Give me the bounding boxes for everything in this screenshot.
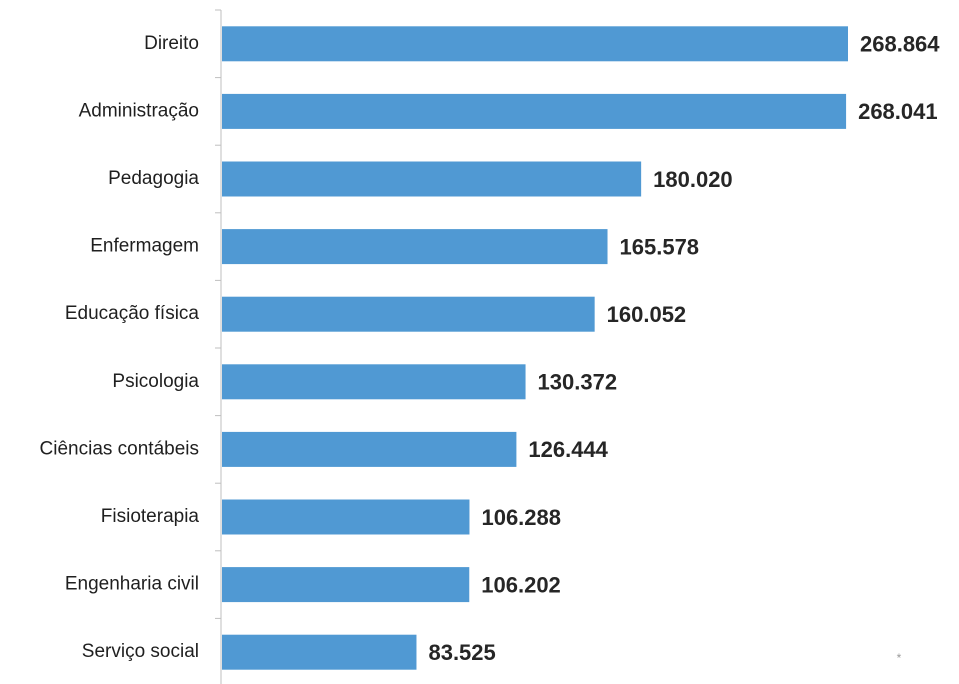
value-label: 106.288 — [481, 505, 561, 530]
value-label: 106.202 — [481, 572, 561, 597]
category-label: Ciências contábeis — [40, 438, 199, 459]
bar — [222, 364, 526, 400]
category-label: Educação física — [65, 303, 200, 324]
value-label: 268.864 — [860, 32, 940, 57]
bar — [222, 296, 595, 332]
value-label: 180.020 — [653, 167, 733, 192]
label-layer: Direito 268.864 Administração 268.041 Pedago… — [40, 32, 941, 665]
footnote-mark: * — [897, 651, 902, 665]
category-label: Administração — [79, 100, 199, 121]
category-label: Engenharia civil — [65, 574, 199, 595]
category-label: Fisioterapia — [101, 506, 200, 527]
axis-layer — [215, 9, 222, 684]
bar — [222, 634, 417, 670]
bar — [222, 567, 470, 603]
bar-layer — [222, 26, 848, 670]
value-label: 83.525 — [428, 640, 495, 665]
bar — [222, 431, 517, 467]
category-label: Enfermagem — [90, 236, 199, 257]
bar — [222, 499, 470, 535]
value-label: 160.052 — [607, 302, 687, 327]
bar — [222, 161, 642, 197]
value-label: 165.578 — [620, 234, 700, 259]
category-label: Psicologia — [112, 371, 199, 392]
category-label: Serviço social — [82, 641, 199, 662]
value-label: 268.041 — [858, 99, 938, 124]
category-label: Direito — [144, 33, 199, 54]
bar — [222, 93, 847, 129]
bar — [222, 26, 848, 62]
value-label: 126.444 — [528, 437, 608, 462]
category-label: Pedagogia — [108, 168, 199, 189]
bar — [222, 229, 608, 265]
value-label: 130.372 — [538, 370, 618, 395]
